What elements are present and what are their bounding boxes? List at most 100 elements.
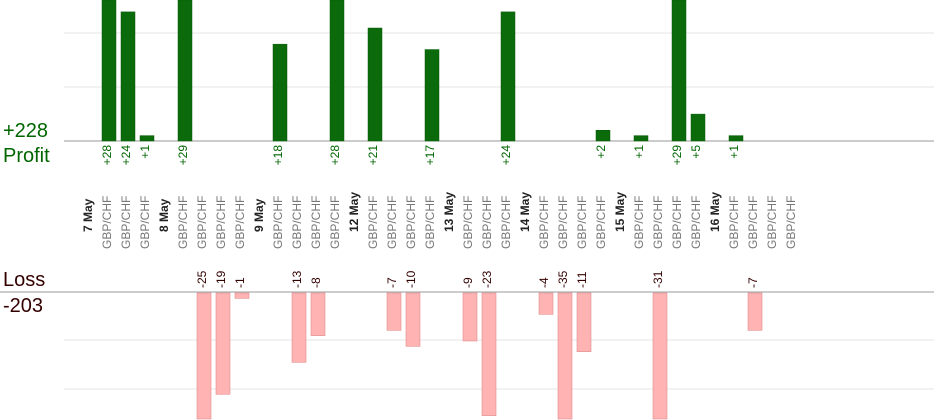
day-label: 14 May — [518, 192, 532, 232]
loss-bar — [310, 292, 326, 336]
profit-value-label: +2 — [594, 145, 608, 159]
profit-value-label: +18 — [271, 145, 285, 166]
symbol-label: GBP/CHF — [233, 196, 247, 249]
profit-value-label: +21 — [366, 145, 380, 166]
profit-value-label: +29 — [670, 145, 684, 166]
profit-value-label: +5 — [689, 145, 703, 159]
loss-value-label: -31 — [651, 270, 665, 288]
profit-value-label: +24 — [119, 145, 133, 166]
symbol-label: GBP/CHF — [765, 196, 779, 249]
profit-value-label: +1 — [632, 145, 646, 159]
profit-bar — [500, 11, 516, 142]
symbol-label: GBP/CHF — [328, 196, 342, 249]
loss-value-label: -23 — [480, 270, 494, 288]
day-label: 8 May — [157, 198, 171, 232]
loss-bar — [196, 292, 212, 420]
loss-bar — [652, 292, 668, 420]
loss-value-label: -25 — [195, 270, 209, 288]
symbol-label: GBP/CHF — [119, 196, 133, 249]
symbol-label: GBP/CHF — [176, 196, 190, 249]
symbol-label: GBP/CHF — [689, 196, 703, 249]
profit-value-label: +1 — [727, 145, 741, 159]
loss-value-label: -13 — [290, 270, 304, 288]
symbol-label: GBP/CHF — [670, 196, 684, 249]
symbol-label: GBP/CHF — [784, 196, 798, 249]
loss-value-label: -7 — [385, 277, 399, 288]
symbol-label: GBP/CHF — [746, 196, 760, 249]
loss-value-label: -7 — [746, 277, 760, 288]
day-label: 12 May — [347, 192, 361, 232]
day-label: 7 May — [81, 198, 95, 232]
symbol-label: GBP/CHF — [404, 196, 418, 249]
day-label: 16 May — [708, 192, 722, 232]
loss-bar — [234, 292, 250, 299]
profit-bar — [367, 27, 383, 142]
profit-bar — [139, 135, 155, 142]
loss-bar — [215, 292, 231, 395]
profit-value-label: +1 — [138, 145, 152, 159]
bars — [101, 0, 763, 420]
symbol-label: GBP/CHF — [537, 196, 551, 249]
symbol-label: GBP/CHF — [100, 196, 114, 249]
symbol-label: GBP/CHF — [575, 196, 589, 249]
day-label: 13 May — [442, 192, 456, 232]
loss-bar — [405, 292, 421, 347]
loss-value-label: -1 — [233, 277, 247, 288]
loss-value-label: -10 — [404, 270, 418, 288]
symbol-label: GBP/CHF — [423, 196, 437, 249]
profit-value-label: +29 — [176, 145, 190, 166]
day-label: 9 May — [252, 198, 266, 232]
loss-value-label: -11 — [575, 271, 589, 288]
symbol-label: GBP/CHF — [385, 196, 399, 249]
symbol-label: GBP/CHF — [480, 196, 494, 249]
symbol-label: GBP/CHF — [309, 196, 323, 249]
symbol-label: GBP/CHF — [138, 196, 152, 249]
profit-total: +228 — [3, 120, 49, 142]
symbol-label: GBP/CHF — [556, 196, 570, 249]
symbol-label: GBP/CHF — [461, 196, 475, 249]
symbol-label: GBP/CHF — [727, 196, 741, 249]
symbol-label: GBP/CHF — [594, 196, 608, 249]
loss-bar — [557, 292, 573, 420]
loss-bar — [481, 292, 497, 416]
profit-bar — [120, 11, 136, 142]
symbol-label: GBP/CHF — [195, 196, 209, 249]
profit-bar — [633, 135, 649, 142]
symbol-label: GBP/CHF — [651, 196, 665, 249]
loss-value-label: -35 — [556, 270, 570, 288]
profit-bar — [101, 0, 117, 142]
profit-label: Profit — [3, 145, 50, 167]
loss-label: Loss — [3, 269, 46, 291]
loss-bar — [291, 292, 307, 363]
profit-value-label: +28 — [100, 145, 114, 166]
loss-bar — [538, 292, 554, 315]
profit-value-label: +24 — [499, 145, 513, 166]
day-label: 15 May — [613, 192, 627, 232]
loss-total: -203 — [3, 295, 44, 317]
profit-bar — [177, 0, 193, 142]
loss-value-label: -4 — [537, 277, 551, 288]
symbol-label: GBP/CHF — [214, 196, 228, 249]
loss-bar — [462, 292, 478, 342]
loss-value-label: -9 — [461, 277, 475, 288]
profit-value-label: +28 — [328, 145, 342, 166]
profit-bar — [329, 0, 345, 142]
loss-value-label: -19 — [214, 270, 228, 288]
profit-bar — [272, 43, 288, 142]
symbol-label: GBP/CHF — [366, 196, 380, 249]
symbol-label: GBP/CHF — [290, 196, 304, 249]
profit-value-label: +17 — [423, 145, 437, 166]
loss-value-label: -8 — [309, 277, 323, 288]
profit-bar — [595, 129, 611, 142]
symbol-label: GBP/CHF — [499, 196, 513, 249]
loss-bar — [747, 292, 763, 331]
profit-bar — [728, 135, 744, 142]
loss-bar — [386, 292, 402, 331]
profit-bar — [690, 113, 706, 142]
symbol-label: GBP/CHF — [271, 196, 285, 249]
profit-bar — [671, 0, 687, 142]
symbol-label: GBP/CHF — [632, 196, 646, 249]
loss-bar — [576, 292, 592, 352]
labels: 7 May GBP/CHF +28 GBP/CHF +24 GBP/CHF +1 8 May G… — [81, 145, 798, 288]
